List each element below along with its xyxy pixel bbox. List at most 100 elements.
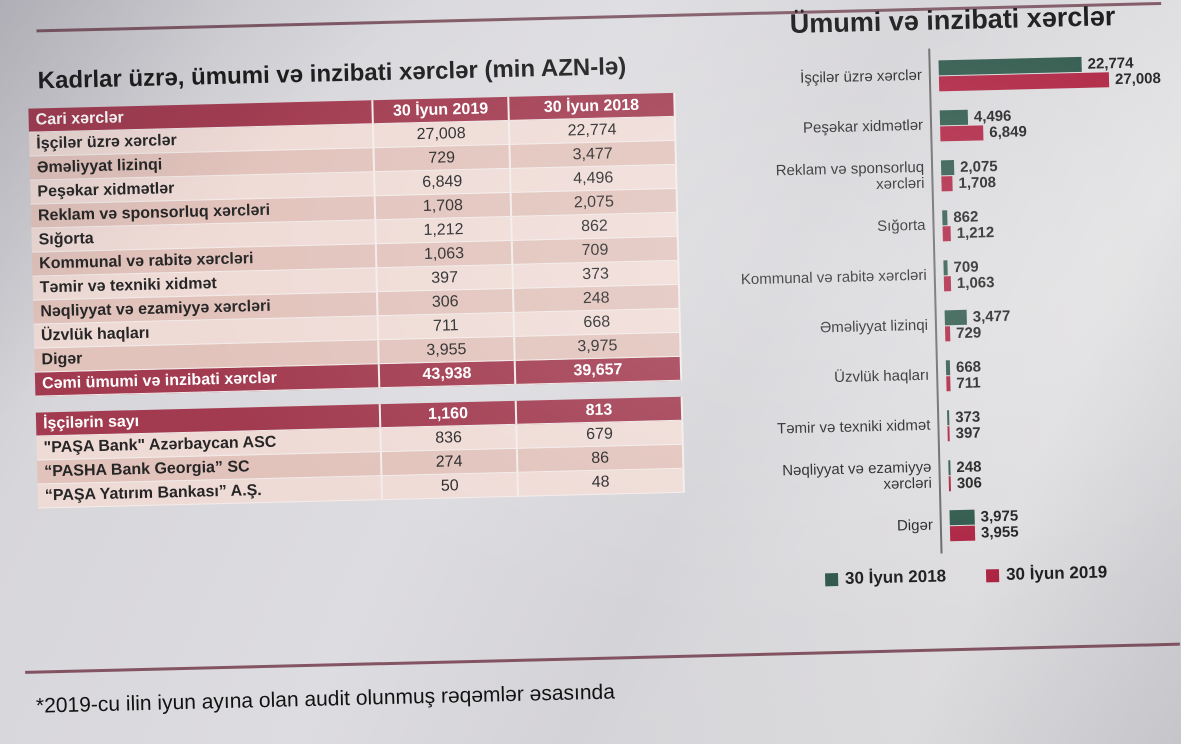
value-label-2018: 373: [955, 407, 981, 426]
footnote-text: *2019-cu ilin iyun ayına olan audit olun…: [35, 680, 616, 718]
bar-line: 248: [948, 457, 982, 476]
bar-2018: [948, 459, 951, 475]
category-label: Əməliyyat lizinqi: [819, 316, 929, 337]
bar-line: 306: [948, 473, 983, 492]
page-title: Kadrlar üzrə, ümumi və inzibati xərclər …: [37, 53, 627, 95]
category-label: Nəqliyyat və ezamiyyə xərcləri: [782, 458, 933, 493]
legend-swatch-2019: [985, 568, 1000, 582]
bar-line: 3,955: [949, 523, 1019, 542]
legend-item-2019: 30 İyun 2019: [985, 562, 1108, 585]
value-label-2019: 6,849: [989, 122, 1028, 141]
category-label: Təmir və texniki xidmət: [776, 416, 931, 438]
bar-2018: [943, 259, 948, 275]
bar-pair: 3,477 729: [944, 307, 1011, 342]
header-30-iyun-2019: 30 İyun 2019: [372, 96, 509, 124]
bar-2019: [946, 375, 951, 391]
bar-pair: 709 1,063: [943, 257, 995, 292]
bar-pair: 248 306: [948, 457, 983, 492]
bar-2019: [941, 175, 953, 191]
tables-block: Cari xərclər 30 İyun 2019 30 İyun 2018 İ…: [28, 92, 685, 509]
category-label: Kommunal və rabitə xərcləri: [740, 266, 927, 289]
bar-line: 6,849: [940, 123, 1027, 141]
legend-label-2019: 30 İyun 2019: [1005, 562, 1108, 584]
bar-pair: 862 1,212: [942, 207, 995, 242]
value-label-2019: 1,708: [958, 173, 997, 192]
row-value-2019: 711: [377, 312, 515, 340]
row-value-2019: 1,063: [375, 240, 513, 268]
bar-2019: [949, 525, 976, 541]
staff-table: İşçilərin sayı 1,160 813 "PAŞA Bank" Azə…: [35, 396, 685, 509]
value-label-2019: 306: [956, 473, 983, 492]
bar-pair: 22,774 27,008: [938, 54, 1161, 91]
bar-line: 668: [945, 357, 982, 376]
row-value-2019: 50: [381, 472, 519, 500]
bar-line: 373: [947, 407, 981, 426]
bar-2018: [947, 409, 950, 425]
value-label-2019: 1,212: [956, 223, 995, 242]
bar-2019: [943, 275, 952, 291]
bar-2018: [940, 159, 955, 175]
bar-2018: [939, 109, 969, 125]
expenses-table: Cari xərclər 30 İyun 2019 30 İyun 2018 İ…: [28, 92, 682, 397]
row-value-2019: 1,212: [375, 216, 512, 244]
bar-line: 397: [947, 423, 981, 442]
category-label: Sığorta: [876, 216, 926, 235]
bar-2019: [948, 475, 952, 491]
row-value-2018: 48: [517, 468, 684, 497]
value-label-2018: 668: [955, 357, 982, 376]
value-label-2019: 711: [956, 373, 981, 392]
chart-category-row: Digər 3,975 3,955: [743, 495, 1181, 556]
bar-2018: [945, 359, 951, 375]
bar-pair: 373 397: [947, 407, 981, 442]
category-label: İşçilər üzrə xərclər: [799, 66, 923, 87]
bar-line: 709: [943, 257, 994, 276]
bar-2019: [940, 124, 984, 141]
category-label: Üzvlük haqları: [833, 366, 930, 386]
bar-pair: 668 711: [945, 357, 982, 392]
bar-line: 1,063: [943, 273, 995, 292]
value-label-2019: 397: [955, 423, 981, 442]
bottom-divider-line: [25, 642, 1180, 674]
value-label-2019: 3,955: [980, 523, 1019, 542]
staff-count-2019: 1,160: [379, 400, 517, 428]
category-label: Reklam və sponsorluq xərcləri: [775, 158, 925, 193]
bar-line: 1,708: [941, 174, 998, 191]
bar-2019: [938, 71, 1110, 91]
value-label-2018: 3,477: [972, 307, 1011, 326]
row-value-2019: 306: [376, 288, 514, 316]
bar-line: 729: [944, 324, 1011, 342]
row-value-2019: 6,849: [374, 168, 511, 196]
row-value-2019: 1,708: [374, 192, 512, 220]
bar-pair: 4,496 6,849: [939, 107, 1027, 141]
bar-2018: [944, 309, 967, 325]
row-value-2019: 836: [380, 424, 517, 452]
bar-line: 711: [946, 373, 981, 392]
row-value-2019: 27,008: [372, 120, 510, 148]
value-label-2018: 709: [953, 257, 979, 276]
row-value-2019: 397: [376, 264, 513, 292]
bar-line: 1,212: [942, 223, 995, 242]
total-2018: 39,657: [514, 356, 682, 385]
bar-2019: [942, 225, 951, 241]
chart-legend: 30 İyun 2018 30 İyun 2019: [745, 560, 1181, 591]
row-value-2019: 3,955: [378, 336, 515, 364]
chart-plot-area: İşçilər üzrə xərclər 22,774 27,008 Peşəkar …: [732, 45, 1181, 556]
bar-pair: 2,075 1,708: [940, 157, 998, 191]
chart-title: Ümumi və inzibati xərclər: [789, 1, 1116, 40]
bar-2018: [949, 509, 975, 525]
bar-2018: [942, 209, 948, 225]
value-label-2019: 27,008: [1114, 69, 1162, 88]
bar-line: 3,477: [944, 307, 1011, 326]
bar-pair: 3,975 3,955: [949, 507, 1019, 542]
bar-2019: [944, 325, 951, 341]
value-label-2018: 862: [953, 207, 979, 226]
value-label-2018: 248: [956, 457, 982, 476]
category-label: Digər: [896, 516, 934, 535]
value-label-2019: 1,063: [956, 273, 995, 292]
total-2019: 43,938: [378, 360, 516, 388]
row-value-2019: 274: [380, 448, 518, 476]
bar-2019: [947, 425, 950, 441]
legend-label-2018: 30 İyun 2018: [844, 566, 947, 588]
